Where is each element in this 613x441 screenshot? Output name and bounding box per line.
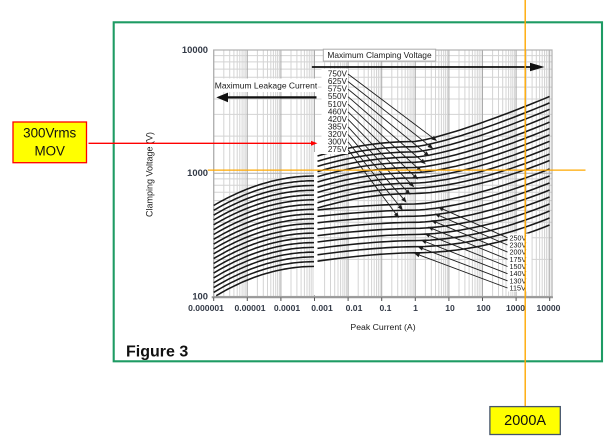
svg-text:130V: 130V — [510, 276, 527, 285]
svg-text:460V: 460V — [328, 107, 348, 116]
svg-text:Maximum Leakage Current: Maximum Leakage Current — [215, 81, 318, 91]
svg-text:200V: 200V — [510, 248, 527, 257]
svg-text:550V: 550V — [328, 92, 348, 101]
svg-text:0.0001: 0.0001 — [274, 303, 301, 313]
svg-text:Maximum Clamping Voltage: Maximum Clamping Voltage — [327, 50, 432, 60]
svg-text:140V: 140V — [510, 269, 527, 278]
svg-text:420V: 420V — [328, 115, 348, 124]
svg-text:300V: 300V — [328, 138, 348, 147]
svg-text:0.01: 0.01 — [346, 303, 363, 313]
svg-text:10000: 10000 — [537, 303, 561, 313]
svg-text:Figure 3: Figure 3 — [126, 344, 188, 361]
svg-text:0.1: 0.1 — [380, 303, 392, 313]
svg-text:250V: 250V — [510, 233, 527, 242]
svg-text:0.000001: 0.000001 — [188, 303, 224, 313]
svg-text:1: 1 — [413, 303, 418, 313]
svg-text:Peak Current (A): Peak Current (A) — [350, 322, 415, 332]
svg-text:Clamping Voltage (V): Clamping Voltage (V) — [145, 132, 155, 217]
svg-text:175V: 175V — [510, 255, 527, 264]
svg-text:0.00001: 0.00001 — [234, 303, 265, 313]
svg-text:10: 10 — [445, 303, 455, 313]
svg-text:MOV: MOV — [34, 143, 65, 158]
svg-text:300Vrms: 300Vrms — [23, 125, 76, 140]
svg-text:625V: 625V — [328, 77, 348, 86]
svg-text:0.001: 0.001 — [311, 303, 333, 313]
svg-text:100: 100 — [476, 303, 491, 313]
svg-text:10000: 10000 — [182, 44, 208, 55]
svg-text:385V: 385V — [328, 122, 348, 131]
svg-text:115V: 115V — [510, 284, 526, 293]
svg-text:1000: 1000 — [187, 167, 208, 178]
svg-text:1000: 1000 — [506, 303, 525, 313]
svg-text:750V: 750V — [328, 70, 348, 79]
svg-text:575V: 575V — [328, 85, 348, 94]
svg-text:150V: 150V — [510, 262, 527, 271]
svg-text:510V: 510V — [328, 100, 348, 109]
svg-text:275V: 275V — [328, 145, 348, 154]
svg-text:2000A: 2000A — [504, 413, 546, 429]
svg-text:230V: 230V — [510, 241, 527, 250]
svg-text:100: 100 — [192, 290, 208, 301]
svg-text:320V: 320V — [328, 130, 348, 139]
